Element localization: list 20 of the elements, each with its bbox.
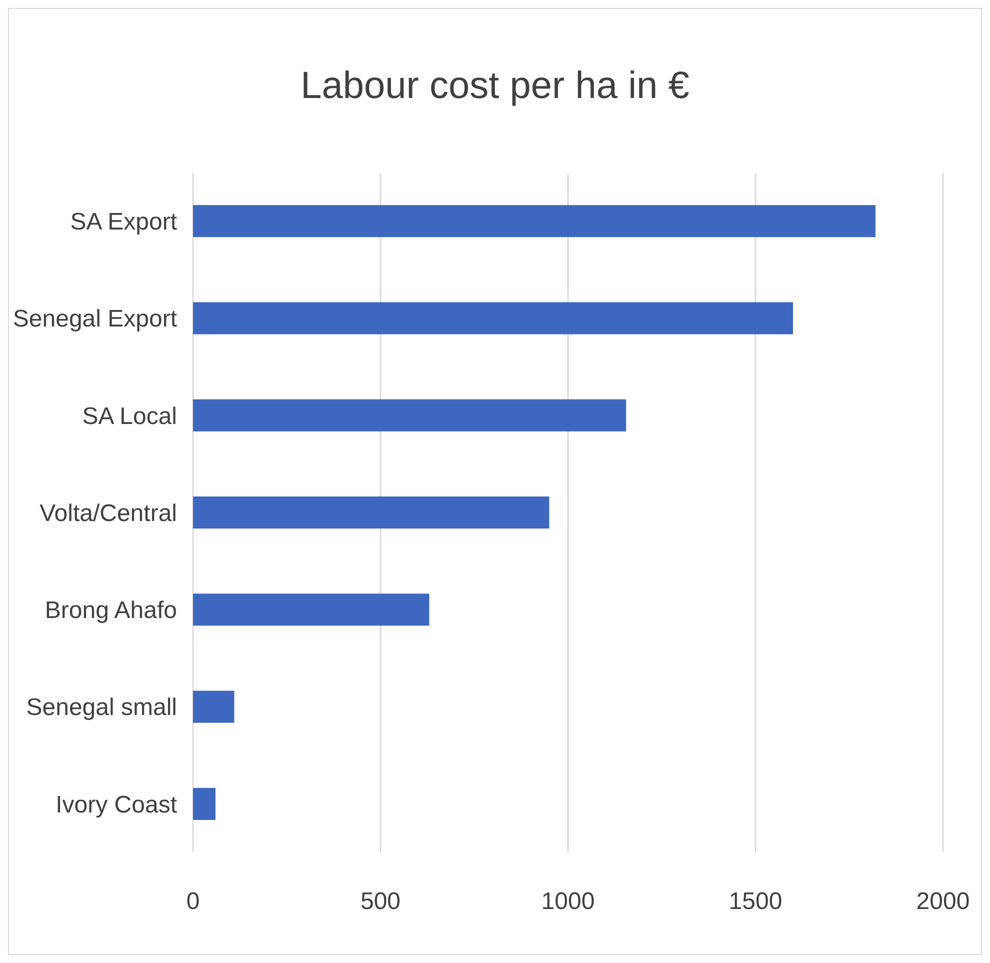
y-tick-label: SA Local	[82, 402, 177, 430]
y-tick-label: Volta/Central	[40, 500, 177, 527]
y-tick-label: Ivory Coast	[56, 791, 178, 818]
bar	[193, 594, 430, 626]
x-tick-label: 500	[360, 888, 401, 915]
x-tick-label: 1500	[728, 888, 782, 915]
y-tick-label: Brong Ahafo	[44, 597, 177, 624]
x-tick-label: 0	[186, 888, 200, 915]
bar	[193, 302, 793, 334]
bar	[193, 788, 216, 820]
bar	[193, 496, 550, 529]
x-tick-label: 2000	[916, 888, 970, 915]
bar	[193, 205, 876, 238]
y-tick-label: Senegal Export	[12, 306, 178, 333]
y-tick-label: Senegal small	[26, 694, 177, 722]
chart-title: Labour cost per ha in €	[300, 65, 690, 107]
bar	[193, 690, 234, 723]
bar	[193, 399, 626, 432]
x-tick-label: 1000	[541, 888, 595, 915]
y-tick-label: SA Export	[70, 208, 178, 236]
